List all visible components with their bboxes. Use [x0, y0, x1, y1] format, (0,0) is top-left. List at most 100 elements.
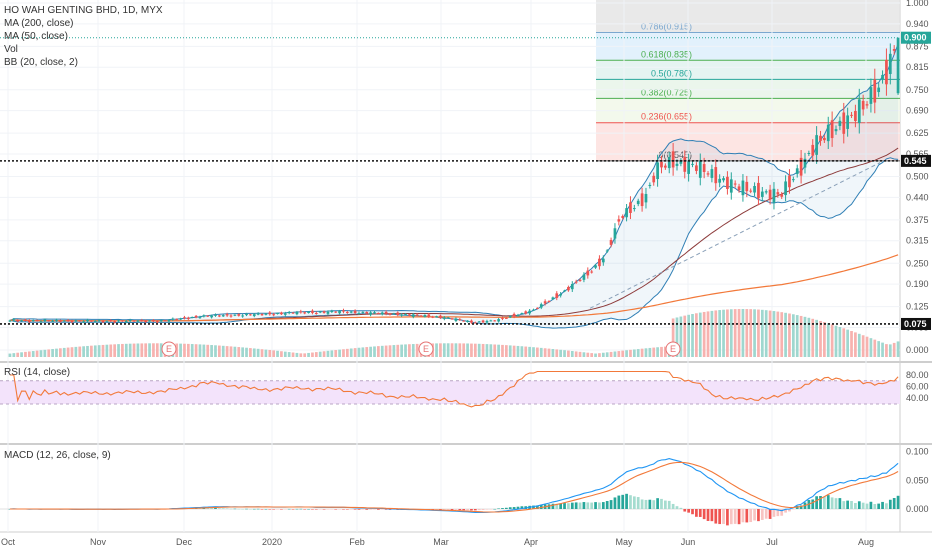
candle-body-213: [834, 129, 838, 132]
candle-body-101: [400, 314, 404, 316]
macd-hist-210: [823, 496, 826, 509]
price-tick-13: 0.190: [906, 279, 929, 289]
volume-bar-87: [345, 348, 349, 357]
volume-bar-23: [97, 345, 101, 357]
candle-body-222: [869, 87, 873, 104]
macd-hist-225: [881, 501, 884, 509]
macd-hist-63: [252, 508, 256, 510]
candle-body-10: [47, 320, 51, 322]
volume-bar-227: [888, 344, 892, 357]
candle-body-144: [567, 287, 570, 291]
chart-title: HO WAH GENTING BHD, 1D, MYX: [4, 5, 163, 16]
macd-hist-177: [695, 509, 698, 517]
candle-body-145: [570, 284, 574, 290]
candle-body-132: [520, 313, 524, 315]
volume-bar-192: [753, 309, 756, 357]
volume-bar-112: [442, 343, 446, 357]
volume-bar-94: [373, 346, 376, 357]
candle-body-20: [86, 319, 89, 322]
candle-body-166: [652, 175, 656, 183]
macd-pane[interactable]: [0, 444, 900, 532]
legend-bb[interactable]: BB (20, close, 2): [4, 57, 78, 68]
candle-body-100: [396, 312, 400, 315]
volume-bar-188: [737, 309, 741, 357]
volume-bar-211: [826, 323, 830, 357]
volume-bar-200: [784, 312, 787, 357]
time-tick-7: May: [615, 537, 633, 547]
candle-body-220: [861, 100, 865, 110]
candle-body-37: [152, 319, 155, 322]
volume-bar-63: [252, 348, 256, 357]
candle-body-85: [338, 311, 341, 314]
candlesticks: [8, 37, 900, 324]
volume-bar-216: [846, 329, 850, 357]
macd-hist-149: [586, 502, 590, 509]
macd-hist-60: [241, 508, 244, 510]
horizontal-levels[interactable]: [0, 37, 900, 325]
time-tick-1: Nov: [90, 537, 107, 547]
volume-bar-207: [811, 318, 815, 357]
volume-bar-184: [722, 309, 725, 357]
volume-bar-121: [477, 343, 481, 357]
volume-bar-197: [772, 311, 776, 357]
candle-body-214: [838, 120, 842, 126]
volume-bar-164: [644, 348, 648, 357]
volume-bar-34: [140, 343, 144, 357]
volume-bar-13: [58, 348, 62, 357]
macd-hist-189: [741, 509, 745, 523]
volume-bar-28: [117, 344, 120, 357]
macd-hist-183: [718, 509, 722, 525]
macd-hist-144: [567, 503, 570, 509]
candle-body-206: [807, 153, 811, 155]
candle-body-130: [512, 313, 516, 317]
time-tick-4: Feb: [349, 537, 365, 547]
legend-ma200[interactable]: MA (200, close): [4, 18, 73, 29]
volume-bar-155: [609, 351, 613, 357]
macd-hist-150: [590, 502, 594, 509]
candle-body-21: [90, 320, 93, 322]
volume-bar-113: [446, 343, 450, 357]
macd-hist-146: [574, 502, 578, 509]
volume-bar-36: [148, 343, 151, 357]
candle-body-187: [733, 183, 737, 185]
candle-body-106: [419, 315, 423, 317]
candle-body-5: [27, 320, 31, 322]
macd-hist-227: [888, 499, 892, 509]
candle-body-58: [233, 314, 237, 316]
candle-body-168: [660, 161, 663, 168]
legend-ma50[interactable]: MA (50, close): [4, 31, 68, 42]
volume-bar-208: [815, 319, 818, 357]
macd-hist-199: [780, 509, 784, 516]
volume-bar-86: [342, 349, 345, 357]
candle-body-25: [105, 320, 109, 322]
time-tick-8: Jun: [681, 537, 696, 547]
macd-hist-141: [555, 503, 559, 509]
candle-body-207: [811, 144, 815, 156]
macd-hist-52: [210, 507, 213, 509]
candle-body-26: [109, 320, 113, 322]
macd-hist-181: [710, 509, 714, 522]
candle-body-149: [586, 270, 590, 276]
volume-bar-7: [35, 350, 39, 357]
candle-body-162: [636, 200, 640, 205]
volume-bar-90: [357, 347, 361, 357]
legend-macd[interactable]: MACD (12, 26, close, 9): [4, 450, 111, 461]
macd-hist-173: [679, 507, 683, 509]
macd-hist-197: [772, 509, 776, 517]
candle-body-94: [373, 312, 376, 314]
macd-hist-193: [757, 509, 760, 522]
legend-vol[interactable]: Vol: [4, 44, 18, 55]
volume-bar-223: [873, 339, 877, 357]
volume-bar-70: [280, 351, 283, 357]
fib-label-4: 0.236(0.655): [641, 112, 692, 122]
volume-bar-189: [741, 309, 745, 357]
volume-bar-20: [86, 345, 89, 357]
candle-body-170: [667, 157, 671, 169]
volume-bar-115: [454, 343, 458, 357]
volume-bar-178: [698, 312, 702, 357]
candle-body-212: [830, 120, 834, 139]
volume-bar-195: [764, 310, 768, 357]
legend-rsi[interactable]: RSI (14, close): [4, 367, 70, 378]
macd-hist-219: [857, 501, 861, 509]
